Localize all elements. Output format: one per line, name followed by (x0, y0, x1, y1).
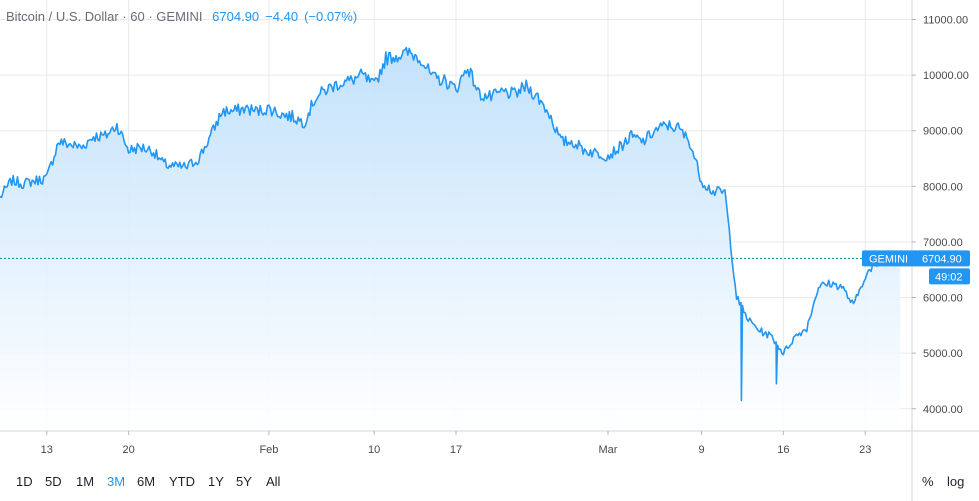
x-tick-label: Mar (599, 444, 618, 456)
x-tick-label: Feb (259, 444, 278, 456)
range-1y-button[interactable]: 1Y (208, 474, 224, 489)
range-5d-button[interactable]: 5D (45, 474, 62, 489)
range-ytd-button[interactable]: YTD (169, 474, 195, 489)
y-tick-label: 5000.00 (923, 348, 963, 360)
y-tick-label: 7000.00 (923, 237, 963, 249)
legend-change-pct: (−0.07%) (304, 9, 358, 24)
y-tick-label: 10000.00 (923, 70, 969, 82)
y-tick-label: 4000.00 (923, 404, 963, 416)
x-tick-label: 9 (698, 444, 704, 456)
bottom-toolbar: 1D 5D 1M 3M 6M YTD 1Y 5Y All % log (0, 462, 979, 501)
price-tag-exchange: GEMINI (869, 253, 908, 265)
x-tick-label: 23 (859, 444, 871, 456)
percent-scale-button[interactable]: % (922, 474, 934, 489)
countdown-tag (929, 268, 970, 285)
price-tag-value: 6704.90 (922, 253, 962, 265)
range-6m-button[interactable]: 6M (137, 474, 156, 489)
log-scale-button[interactable]: log (947, 474, 965, 489)
y-tick-label: 8000.00 (923, 181, 963, 193)
price-line (0, 46, 901, 402)
x-tick-label: 10 (368, 444, 380, 456)
countdown-value: 49:02 (935, 271, 963, 283)
price-tags: GEMINI 6704.90 49:02 (862, 250, 970, 285)
x-tick-label: 20 (122, 444, 134, 456)
legend-symbol: Bitcoin / U.S. Dollar · 60 · GEMINI (6, 9, 203, 24)
range-3m-button[interactable]: 3M (107, 474, 126, 489)
x-tick-label: 13 (41, 444, 53, 456)
time-axis[interactable]: 13 20 Feb 10 17 Mar 9 16 23 (41, 431, 872, 456)
y-tick-label: 6000.00 (923, 293, 963, 305)
legend-change: −4.40 (265, 9, 299, 24)
legend-last: 6704.90 (212, 9, 260, 24)
range-1d-button[interactable]: 1D (16, 474, 33, 489)
chart-legend: Bitcoin / U.S. Dollar · 60 · GEMINI 6704… (6, 9, 363, 24)
range-1m-button[interactable]: 1M (76, 474, 95, 489)
x-tick-label: 17 (450, 444, 462, 456)
y-tick-label: 11000.00 (923, 14, 968, 26)
exchange-price-tag (862, 250, 970, 267)
x-tick-label: 16 (777, 444, 789, 456)
price-area-fill (0, 47, 901, 431)
range-all-button[interactable]: All (266, 474, 281, 489)
y-tick-label: 9000.00 (923, 126, 963, 138)
range-5y-button[interactable]: 5Y (236, 474, 252, 489)
legend-values: 6704.90 −4.40 (−0.07%) (212, 9, 363, 24)
